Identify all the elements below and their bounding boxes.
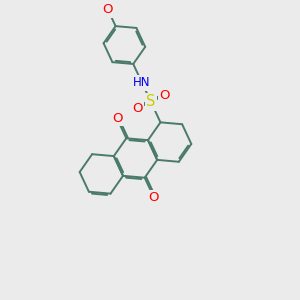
Text: O: O [132, 102, 142, 115]
Text: S: S [146, 94, 156, 109]
Text: O: O [159, 89, 170, 102]
Text: O: O [103, 3, 113, 16]
Text: HN: HN [133, 76, 151, 89]
Text: O: O [112, 112, 122, 125]
Text: O: O [148, 191, 159, 204]
